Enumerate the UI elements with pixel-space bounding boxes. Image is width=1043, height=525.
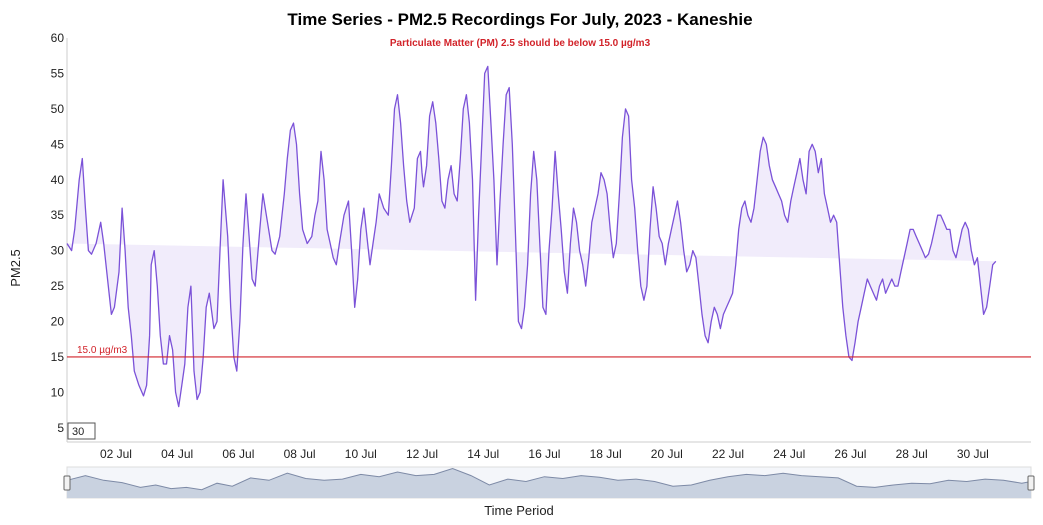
- y-tick-label: 25: [51, 279, 65, 293]
- navigator-line: [66, 467, 1032, 491]
- x-tick-label: 18 Jul: [590, 447, 622, 461]
- rolling-period-box[interactable]: 30: [67, 422, 96, 440]
- x-axis-label: Time Period: [484, 503, 554, 518]
- plot-area: 15.0 µg/m3: [66, 38, 1031, 443]
- x-tick-label: 10 Jul: [345, 447, 377, 461]
- chart-title: Time Series - PM2.5 Recordings For July,…: [287, 10, 752, 29]
- x-tick-label: 14 Jul: [467, 447, 499, 461]
- x-tick-label: 26 Jul: [834, 447, 866, 461]
- x-tick-label: 06 Jul: [222, 447, 254, 461]
- y-tick-label: 5: [57, 421, 64, 435]
- x-tick-label: 24 Jul: [773, 447, 805, 461]
- x-tick-label: 16 Jul: [528, 447, 560, 461]
- y-axis-ticks: 5 10 15 20 25 30 35 40 45 50 55 60: [51, 31, 65, 435]
- y-tick-label: 15: [51, 350, 65, 364]
- x-tick-label: 28 Jul: [896, 447, 928, 461]
- y-tick-label: 50: [51, 102, 65, 116]
- x-tick-label: 04 Jul: [161, 447, 193, 461]
- y-tick-label: 40: [51, 173, 65, 187]
- x-tick-label: 30 Jul: [957, 447, 989, 461]
- x-tick-label: 08 Jul: [284, 447, 316, 461]
- x-tick-label: 12 Jul: [406, 447, 438, 461]
- navigator-left-handle[interactable]: [63, 475, 71, 491]
- y-tick-label: 45: [51, 137, 65, 151]
- y-tick-label: 55: [51, 66, 65, 80]
- navigator-right-handle[interactable]: [1027, 475, 1035, 491]
- x-tick-label: 20 Jul: [651, 447, 683, 461]
- y-tick-label: 10: [51, 385, 65, 399]
- navigator-area: [67, 468, 1031, 498]
- y-tick-label: 35: [51, 208, 65, 222]
- x-tick-label: 22 Jul: [712, 447, 744, 461]
- y-tick-label: 20: [51, 315, 65, 329]
- y-tick-label: 30: [51, 244, 65, 258]
- y-axis-label: PM2.5: [8, 249, 23, 287]
- rolling-period-value[interactable]: 30: [72, 426, 84, 438]
- chart-subtitle: Particulate Matter (PM) 2.5 should be be…: [390, 38, 651, 49]
- x-tick-label: 02 Jul: [100, 447, 132, 461]
- x-axis-ticks: 02 Jul 04 Jul 06 Jul 08 Jul 10 Jul 12 Jul 14 J…: [100, 447, 989, 461]
- series-area: [67, 66, 996, 407]
- navigator[interactable]: [63, 466, 1035, 499]
- y-tick-label: 60: [51, 31, 65, 45]
- threshold-label: 15.0 µg/m3: [77, 345, 128, 356]
- series-line: [66, 65, 997, 408]
